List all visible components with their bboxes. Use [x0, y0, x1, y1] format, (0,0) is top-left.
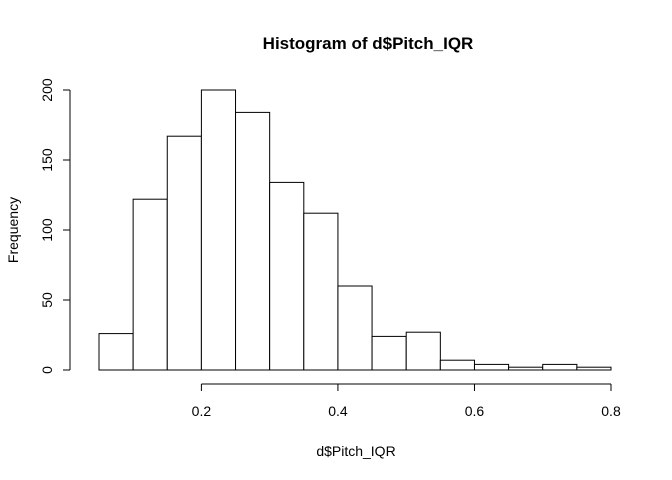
y-axis-label: Frequency [5, 197, 21, 263]
x-axis: 0.2 0.4 0.6 0.8 [192, 383, 621, 419]
y-axis: 0 50 100 150 200 [39, 78, 71, 374]
chart-title: Histogram of d$Pitch_IQR [263, 34, 474, 53]
x-tick-label: 0.6 [465, 403, 485, 419]
y-tick-label: 100 [39, 218, 55, 242]
x-tick-label: 0.8 [601, 403, 621, 419]
histogram-bar [98, 333, 134, 371]
histogram-bar [166, 135, 202, 371]
histogram-bar [200, 89, 237, 371]
y-tick-label: 150 [39, 148, 55, 172]
histogram-bar [508, 366, 544, 371]
histogram-bar [542, 363, 578, 371]
y-tick-label: 200 [39, 78, 55, 102]
histogram-bar [235, 111, 271, 371]
histogram-bar [576, 366, 612, 371]
histogram-bar [473, 363, 510, 371]
histogram-bar [405, 331, 441, 371]
histogram-bar [371, 335, 407, 371]
histogram-bar [269, 181, 305, 371]
y-tick-label: 0 [39, 366, 55, 374]
histogram-bar [337, 285, 373, 371]
histogram-bar [439, 359, 475, 371]
histogram-bar [303, 212, 339, 371]
y-tick-label: 50 [39, 292, 55, 308]
x-tick-label: 0.4 [328, 403, 348, 419]
x-tick-label: 0.2 [192, 403, 212, 419]
bars-group [98, 89, 612, 371]
x-axis-label: d$Pitch_IQR [316, 443, 395, 459]
histogram-bar [132, 198, 168, 371]
